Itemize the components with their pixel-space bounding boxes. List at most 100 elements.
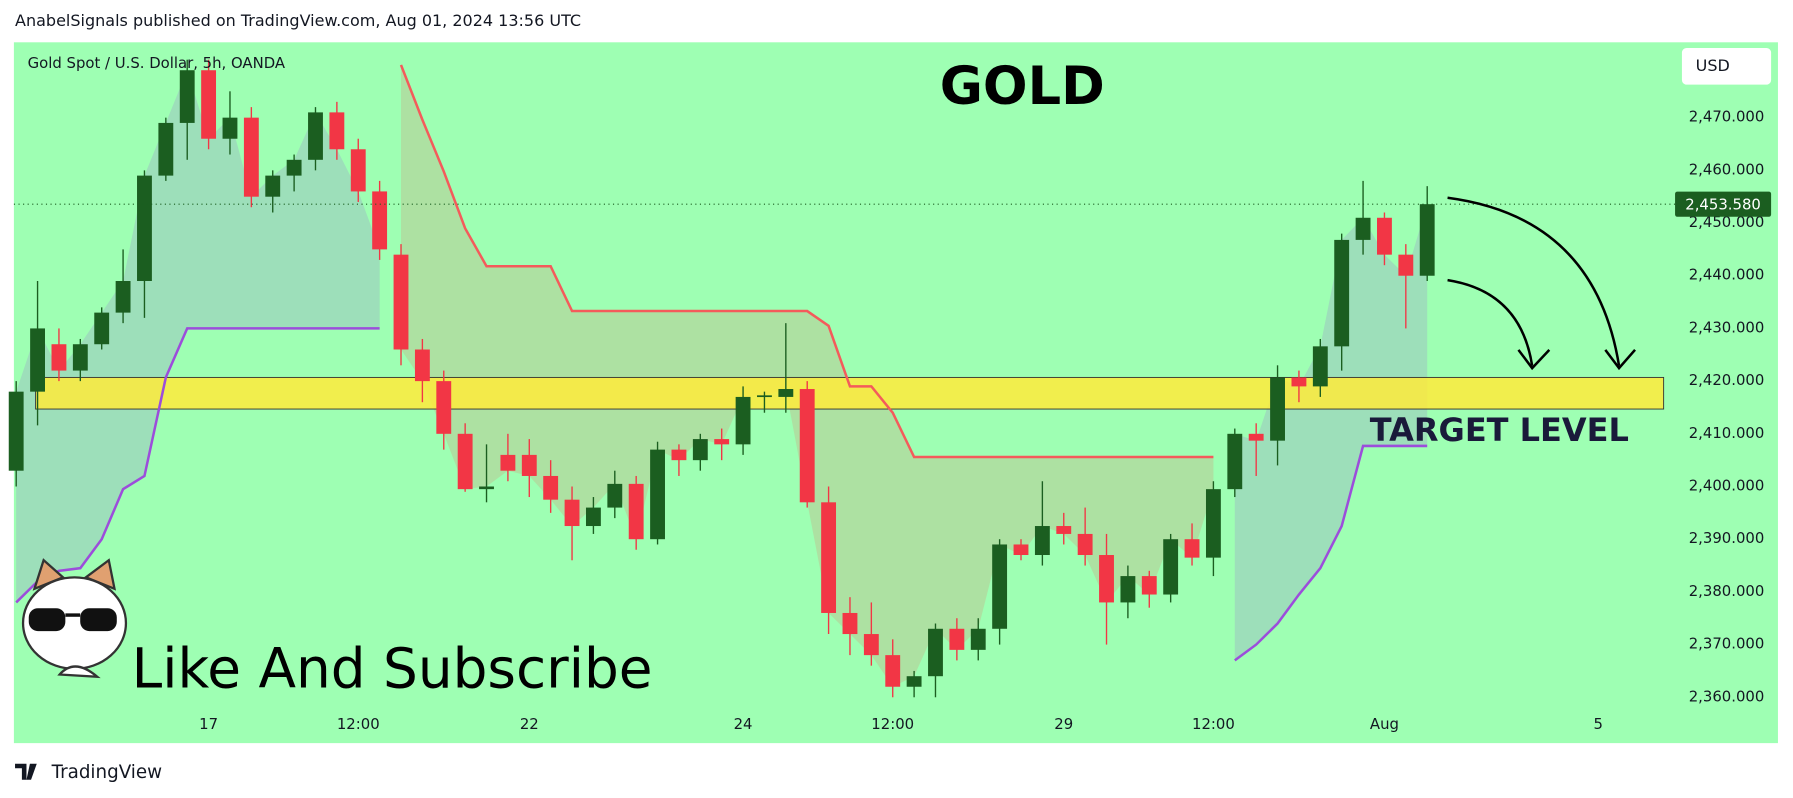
- candle-body: [628, 483, 644, 540]
- last-price-label: 2,453.580: [1685, 195, 1761, 213]
- candle-body: [1398, 254, 1414, 276]
- y-tick-label: 2,400.000: [1689, 477, 1765, 495]
- candle-body: [1291, 377, 1307, 387]
- trend-area: [1234, 204, 1428, 661]
- candle-body: [757, 395, 772, 398]
- candle-body: [992, 544, 1008, 629]
- x-tick-label: 12:00: [1192, 715, 1235, 733]
- trend-line: [1234, 444, 1428, 662]
- y-tick-label: 2,460.000: [1689, 160, 1765, 178]
- candle-body: [543, 475, 559, 500]
- x-tick-label: 22: [520, 715, 539, 733]
- candle-body: [8, 391, 24, 471]
- trend-area: [401, 64, 1214, 687]
- arrows: [1447, 196, 1636, 371]
- y-tick-label: 2,410.000: [1689, 424, 1765, 442]
- trend-line: [15, 327, 380, 604]
- y-tick-label: 2,440.000: [1689, 266, 1765, 284]
- candle-body: [1099, 555, 1114, 603]
- candle-body: [201, 70, 217, 139]
- candle-body: [243, 117, 259, 197]
- candle-body: [372, 191, 388, 250]
- candle-body: [906, 676, 922, 687]
- x-tick-label: Aug: [1370, 715, 1399, 733]
- candle-body: [1248, 433, 1264, 441]
- candle-body: [1141, 576, 1157, 595]
- last-price-box: [1675, 191, 1772, 217]
- candle-body: [94, 312, 110, 345]
- candle-body: [72, 344, 88, 371]
- x-tick-label: 17: [199, 715, 218, 733]
- y-tick-label: 2,420.000: [1689, 371, 1765, 389]
- trend-area: [16, 70, 380, 603]
- footer: TradingView: [51, 762, 163, 783]
- header: AnabelSignals published on TradingView.c…: [15, 11, 581, 30]
- candle-body: [885, 655, 901, 687]
- candle-body: [350, 149, 366, 192]
- candle-body: [329, 112, 345, 150]
- candle-body: [414, 349, 430, 382]
- candle-body: [585, 507, 601, 527]
- candle-body: [457, 433, 473, 490]
- x-tick-label: 29: [1054, 715, 1073, 733]
- x-tick-label: 12:00: [871, 715, 914, 733]
- candle-body: [735, 396, 751, 445]
- candle-body: [1227, 433, 1243, 490]
- candle-body: [1077, 533, 1093, 556]
- candle-body: [179, 70, 195, 123]
- symbol: Gold Spot / U.S. Dollar, 5h, OANDA: [28, 54, 286, 72]
- arrow-head: [1604, 349, 1636, 371]
- candle-body: [1184, 539, 1200, 558]
- candle-body: [778, 389, 794, 397]
- candle-body: [115, 281, 131, 313]
- candle-body: [564, 499, 580, 527]
- candle-body: [158, 122, 174, 176]
- candle-body: [1205, 489, 1221, 558]
- candle-body: [265, 175, 281, 197]
- candle-body: [949, 628, 965, 650]
- y-tick-label: 2,430.000: [1689, 318, 1765, 336]
- candle-body: [799, 389, 815, 503]
- trend-line: [399, 64, 1214, 459]
- candle-body: [714, 439, 730, 445]
- candle-body: [222, 117, 238, 139]
- candle-body: [521, 454, 537, 476]
- candle-body: [650, 449, 665, 540]
- arrow: [1447, 278, 1534, 367]
- candle-body: [928, 628, 943, 677]
- arrow-head: [1517, 348, 1551, 371]
- annotation: Like And Subscribe: [132, 636, 653, 700]
- x-tick-label: 5: [1594, 715, 1603, 733]
- candle-body: [30, 328, 45, 392]
- candle-body: [1355, 217, 1371, 240]
- candle-body: [671, 449, 687, 461]
- candle-body: [821, 502, 837, 613]
- marks: [8, 59, 1676, 698]
- candle-body: [863, 634, 879, 656]
- candle-body: [308, 112, 323, 160]
- candle-body: [692, 439, 708, 461]
- candle-body: [607, 483, 623, 508]
- candle-body: [286, 159, 302, 176]
- candle-body: [1120, 576, 1136, 603]
- y-tick-label: 2,450.000: [1689, 213, 1765, 231]
- x-tick-label: 24: [734, 715, 753, 733]
- currency: USD: [1696, 56, 1730, 75]
- candle-body: [1013, 544, 1029, 556]
- candle-body: [51, 344, 67, 371]
- candle-body: [500, 454, 516, 471]
- candle-body: [1312, 346, 1328, 387]
- x-tick-label: 12:00: [337, 715, 380, 733]
- candle-body: [1056, 526, 1072, 534]
- y-tick-label: 2,370.000: [1689, 635, 1765, 653]
- cat-icon: [21, 558, 128, 679]
- candle-body: [393, 254, 409, 350]
- arrow: [1447, 196, 1621, 367]
- y-tick-label: 2,360.000: [1689, 687, 1765, 705]
- candle-body: [1270, 377, 1285, 441]
- candle-body: [436, 381, 452, 434]
- candle-body: [1163, 539, 1179, 595]
- candle-body: [1419, 204, 1435, 276]
